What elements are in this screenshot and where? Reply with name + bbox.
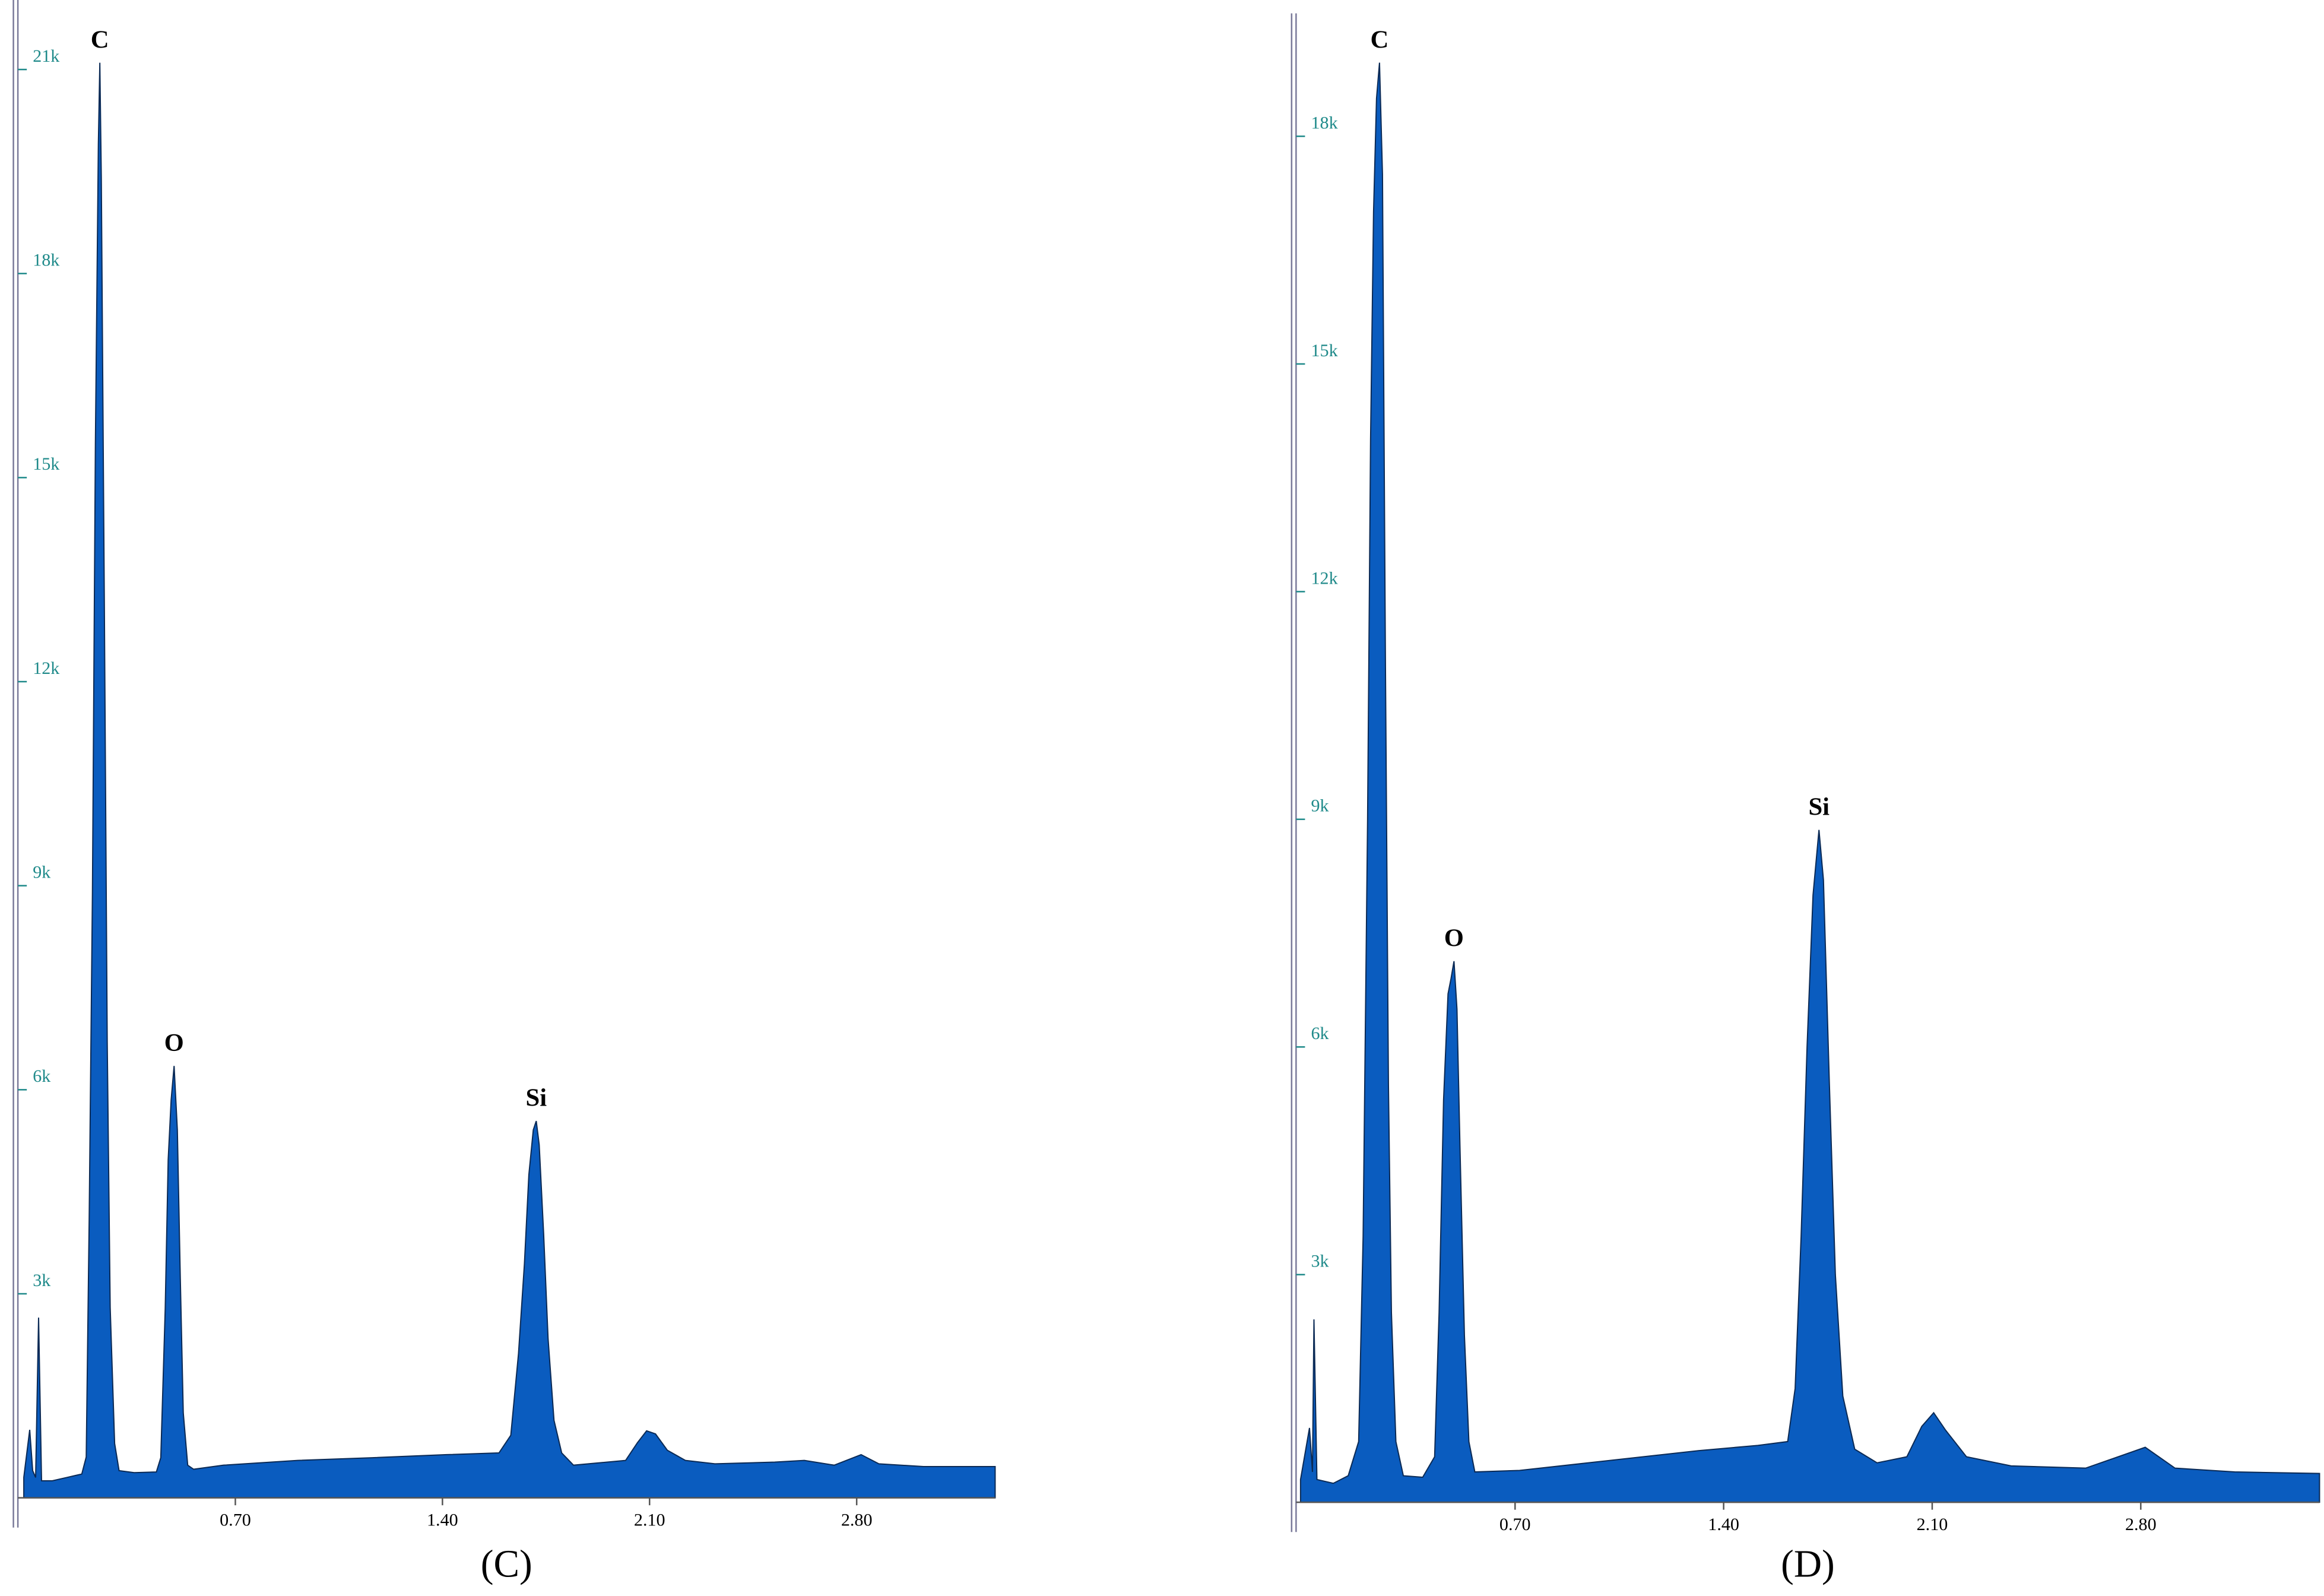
peak-label: C [91, 26, 109, 53]
y-tick-label: 15k [1311, 340, 1338, 360]
x-tick-label: 2.80 [841, 1510, 873, 1530]
y-tick-label: 21k [33, 46, 60, 66]
y-tick-label: 15k [33, 454, 60, 474]
y-tick-label: 9k [1311, 796, 1329, 816]
peak-label: Si [1808, 793, 1830, 821]
x-tick-label: 2.10 [634, 1510, 665, 1530]
peak-label: C [1370, 26, 1388, 53]
caption: (C) [481, 1543, 532, 1585]
y-tick-label: 9k [33, 862, 51, 882]
y-tick-label: 18k [1311, 112, 1338, 132]
x-tick-label: 1.40 [1708, 1514, 1739, 1534]
y-tick-label: 3k [1311, 1251, 1329, 1271]
caption: (D) [1781, 1543, 1835, 1585]
y-tick-label: 12k [1311, 568, 1338, 588]
x-tick-label: 2.80 [2125, 1514, 2157, 1534]
peak-label: Si [526, 1084, 547, 1112]
y-tick-label: 12k [33, 658, 60, 678]
x-tick-label: 2.10 [1917, 1514, 1948, 1534]
y-tick-label: 6k [33, 1066, 51, 1086]
peak-label: O [1444, 924, 1464, 952]
y-tick-label: 6k [1311, 1023, 1329, 1043]
x-tick-label: 0.70 [220, 1510, 251, 1530]
y-tick-label: 3k [33, 1270, 51, 1290]
spectrum-area [1299, 62, 2320, 1503]
peak-label: O [164, 1029, 184, 1057]
y-tick-label: 18k [33, 250, 60, 270]
x-tick-label: 1.40 [427, 1510, 458, 1530]
x-tick-label: 0.70 [1499, 1514, 1531, 1534]
spectrum-area [23, 62, 996, 1499]
